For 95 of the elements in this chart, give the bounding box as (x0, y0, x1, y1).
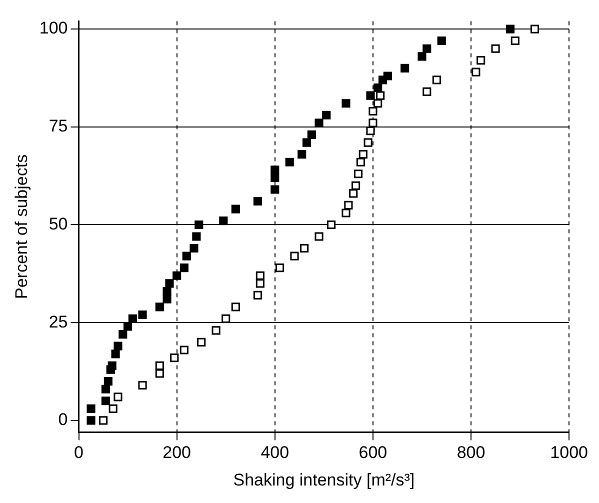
point (349, 189, 358, 198)
point (314, 232, 324, 241)
point (354, 170, 363, 178)
point (108, 361, 116, 370)
x-tick-label: 800 (456, 443, 486, 462)
point (530, 24, 540, 34)
point (298, 150, 306, 159)
point (418, 52, 426, 61)
point (342, 99, 350, 108)
point (170, 354, 179, 362)
point (86, 404, 96, 413)
point (155, 369, 164, 378)
point (194, 220, 204, 230)
point (253, 196, 262, 206)
point (356, 158, 365, 166)
point (374, 99, 382, 108)
point (364, 138, 372, 147)
point (322, 110, 331, 120)
point (368, 118, 378, 128)
point (383, 72, 392, 80)
x-tick-label: 0 (74, 443, 84, 462)
point (172, 271, 182, 280)
point (302, 138, 312, 147)
point (86, 416, 96, 425)
point (270, 173, 280, 182)
point (432, 76, 441, 84)
point (285, 158, 294, 166)
y-tick-label: 100 (39, 18, 68, 38)
point (368, 106, 378, 116)
point (270, 185, 280, 194)
point (101, 384, 110, 394)
point (180, 346, 188, 354)
point (138, 380, 147, 390)
y-tick-label: 50 (48, 214, 68, 234)
point (162, 294, 172, 304)
point (138, 310, 147, 320)
point (182, 252, 191, 260)
point (128, 314, 137, 323)
point (314, 118, 324, 128)
point (326, 220, 336, 230)
point (270, 166, 280, 174)
point (180, 264, 188, 272)
point (472, 68, 480, 76)
point (276, 264, 284, 272)
point (190, 244, 198, 253)
point (374, 83, 382, 92)
point (358, 150, 368, 159)
point (400, 64, 410, 72)
point (197, 338, 206, 346)
point (108, 404, 118, 413)
point (510, 36, 520, 46)
y-tick-label: 0 (58, 410, 68, 430)
point (162, 287, 172, 296)
point (366, 126, 375, 136)
point (231, 302, 240, 312)
point (192, 232, 201, 241)
x-tick-label: 400 (260, 443, 290, 462)
y-tick-label: 75 (48, 116, 68, 136)
point (98, 416, 108, 425)
point (476, 56, 486, 65)
point (256, 271, 264, 280)
point (366, 91, 375, 100)
point (219, 216, 228, 226)
x-tick-label: 1000 (550, 443, 588, 462)
x-tick-label: 200 (162, 443, 192, 462)
point (231, 204, 240, 214)
point (104, 377, 112, 386)
point (300, 244, 309, 253)
point (114, 342, 122, 350)
point (111, 350, 120, 358)
point (307, 130, 316, 139)
point (118, 330, 128, 339)
point (491, 44, 500, 53)
point (222, 314, 230, 323)
point (422, 87, 432, 96)
point (342, 208, 350, 218)
point (165, 279, 174, 288)
y-tick-label: 25 (48, 312, 68, 332)
x-tick-label: 600 (358, 443, 388, 462)
point (155, 361, 164, 370)
point (344, 200, 353, 210)
x-axis-title: Shaking intensity [m²/s³] (233, 470, 415, 490)
point (422, 44, 432, 53)
point (101, 396, 110, 406)
point (155, 302, 164, 312)
point (124, 322, 132, 331)
point (352, 181, 360, 190)
point (437, 36, 446, 46)
point (253, 290, 262, 300)
point (506, 24, 515, 34)
y-axis-title: Percent of subjects (12, 154, 31, 299)
point (376, 91, 385, 100)
point (114, 392, 122, 402)
point (212, 326, 220, 335)
point (290, 252, 299, 260)
